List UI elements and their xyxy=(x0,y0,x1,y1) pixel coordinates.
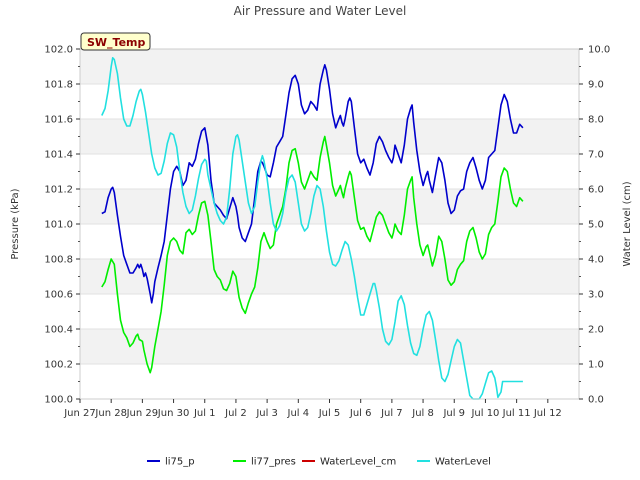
series-layer xyxy=(101,57,524,400)
x-tick-label: Jul 3 xyxy=(255,408,278,419)
x-tick-label: Jul 8 xyxy=(411,408,434,419)
left-y-axis: 100.0 100.2 100.4 100.6 100.8 101.0 101.2 101.4… xyxy=(44,45,80,406)
y-tick-label: 101.4 xyxy=(44,150,73,161)
y2-tick-label: 9.0 xyxy=(588,80,604,91)
chart-title: Air Pressure and Water Level xyxy=(234,4,407,18)
legend-label: li75_p xyxy=(165,457,195,468)
x-tick-label: Jul 2 xyxy=(224,408,247,419)
y-tick-label: 100.8 xyxy=(44,255,73,266)
y2-tick-label: 2.0 xyxy=(588,325,604,336)
y2-tick-label: 6.0 xyxy=(588,185,604,196)
y-tick-label: 101.2 xyxy=(44,185,73,196)
x-tick-label: Jul 1 xyxy=(193,408,216,419)
x-tick-label: Jul 10 xyxy=(470,408,499,419)
x-tick-label: Jun 28 xyxy=(94,408,127,419)
legend: li75_p li77_pres WaterLevel_cm WaterLevel xyxy=(147,457,491,468)
y-tick-label: 101.6 xyxy=(44,115,73,126)
y2-tick-label: 1.0 xyxy=(588,360,604,371)
y2-tick-label: 3.0 xyxy=(588,290,604,301)
y-tick-label: 100.4 xyxy=(44,325,73,336)
x-tick-label: Jun 27 xyxy=(63,408,96,419)
grid-band xyxy=(80,329,579,364)
legend-label: WaterLevel xyxy=(435,457,491,468)
grid-band xyxy=(80,189,579,224)
y-tick-label: 100.2 xyxy=(44,360,73,371)
y-tick-label: 101.8 xyxy=(44,80,73,91)
x-tick-label: Jun 29 xyxy=(126,408,159,419)
grid-bands xyxy=(80,48,579,400)
y2-tick-label: 7.0 xyxy=(588,150,604,161)
y-tick-label: 100.0 xyxy=(44,395,73,406)
series-line-waterlevel xyxy=(101,57,523,400)
y2-tick-label: 10.0 xyxy=(588,45,610,56)
x-tick-label: Jul 4 xyxy=(287,408,310,419)
legend-label: li77_pres xyxy=(251,457,296,468)
x-tick-label: Jul 11 xyxy=(502,408,531,419)
legend-label: WaterLevel_cm xyxy=(320,457,396,468)
y2-tick-label: 0.0 xyxy=(588,395,604,406)
series-line-li75-p xyxy=(101,64,524,304)
x-tick-label: Jul 9 xyxy=(442,408,465,419)
series-line-li77-pres xyxy=(101,135,524,374)
x-tick-label: Jun 30 xyxy=(157,408,190,419)
y-tick-label: 101.0 xyxy=(44,220,73,231)
sw-temp-badge: SW_Temp xyxy=(80,32,151,51)
grid-band xyxy=(80,259,579,294)
y2-tick-label: 8.0 xyxy=(588,115,604,126)
y2-axis-label: Water Level (cm) xyxy=(622,181,633,266)
grid-band xyxy=(80,119,579,154)
x-axis: Jun 27 Jun 28 Jun 29 Jun 30 Jul 1 Jul 2 Jul 3 J… xyxy=(63,399,562,419)
y2-tick-label: 5.0 xyxy=(588,220,604,231)
grid-band xyxy=(80,49,579,84)
right-y-axis: 0.0 1.0 2.0 3.0 4.0 5.0 6.0 7.0 8.0 9.0 10.0 xyxy=(579,45,610,406)
x-tick-label: Jul 12 xyxy=(533,408,562,419)
grid-band xyxy=(80,294,579,329)
y2-tick-label: 4.0 xyxy=(588,255,604,266)
y-tick-label: 102.0 xyxy=(44,45,73,56)
y-tick-label: 100.6 xyxy=(44,290,73,301)
x-tick-label: Jul 7 xyxy=(380,408,403,419)
y-axis-label: Pressure (kPa) xyxy=(10,188,21,259)
x-tick-label: Jul 6 xyxy=(349,408,372,419)
x-tick-label: Jul 5 xyxy=(318,408,341,419)
sw-temp-label: SW_Temp xyxy=(87,36,146,49)
